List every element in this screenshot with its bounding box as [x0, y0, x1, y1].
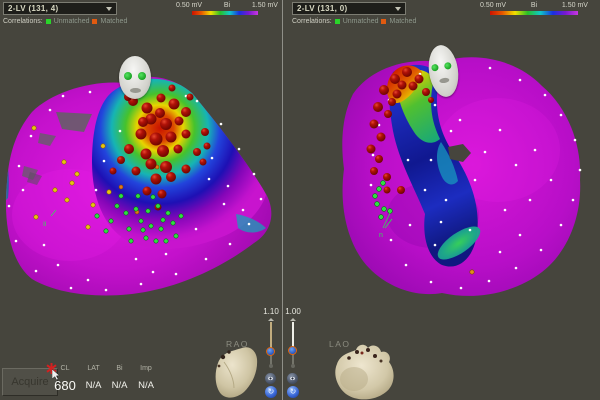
slider-track[interactable] [292, 322, 294, 366]
face-mouth [439, 77, 450, 84]
unmatched-swatch [45, 19, 51, 24]
colorbar-gradient[interactable] [490, 11, 578, 15]
panel-divider [282, 0, 283, 400]
rao-heart-model[interactable] [212, 344, 260, 400]
colorbar-gradient[interactable] [192, 11, 258, 15]
map-selector-dropdown[interactable]: 2-LV (131, 4) [3, 2, 117, 15]
rao-label: RAO [226, 339, 249, 349]
low-voltage-zone-left [92, 78, 266, 249]
colorbar-scale-label: Bi [530, 2, 538, 9]
chevron-down-icon [395, 6, 401, 11]
visibility-button[interactable] [265, 373, 276, 384]
zoom-slider-right[interactable]: 1.00 ↻ [280, 305, 306, 400]
unmatched-label: Unmatched [342, 18, 379, 25]
record-warning-icon [46, 363, 57, 374]
catheter-marker-label-left: II [43, 221, 47, 228]
lao-heart-model[interactable] [326, 341, 396, 400]
map-selector-value: 2-LV (131, 4) [8, 4, 59, 13]
col-header-cl: CL [60, 364, 70, 372]
face-eye-icon [138, 72, 146, 80]
slider-track[interactable] [270, 322, 272, 366]
unmatched-swatch [334, 19, 340, 24]
map-selector-dropdown[interactable]: 2-LV (131, 0) [292, 2, 406, 15]
ablation-lesions-right[interactable] [366, 67, 435, 194]
face-eye-icon [430, 63, 439, 72]
map-viewport-right[interactable]: n 2-LV (131, 0) Correlations: Unmatched … [283, 0, 600, 400]
cl-value: 680 [54, 377, 76, 393]
face-eye-icon [443, 61, 452, 70]
lat-value: N/A [85, 379, 102, 391]
slider-thumb[interactable] [266, 347, 275, 356]
unmatched-points-left[interactable] [94, 193, 184, 244]
matched-label: Matched [100, 18, 128, 25]
face-eye-icon [124, 72, 132, 80]
face-mouth [130, 88, 141, 93]
rotate-icon: ↻ [289, 387, 297, 396]
catheter-marker-label-right: n [379, 232, 383, 239]
eye-icon [268, 376, 273, 380]
visibility-button[interactable] [287, 373, 298, 384]
unmatched-label: Unmatched [53, 18, 90, 25]
colorbar-scale-label: Bi [223, 2, 231, 9]
unmatched-points-right[interactable] [372, 180, 393, 220]
zoom-slider-left[interactable]: 1.10 ↻ [258, 305, 284, 400]
mouse-cursor-icon [52, 369, 60, 381]
surface-points-left[interactable] [7, 84, 263, 292]
zoom-value: 1.00 [285, 307, 301, 316]
zoom-value: 1.10 [263, 307, 279, 316]
slider-thumb[interactable] [288, 346, 297, 355]
colorbar-min-label: 0.50 mV [176, 2, 203, 9]
orientation-face-icon[interactable] [119, 56, 151, 99]
chevron-down-icon [106, 6, 112, 11]
slider-up-arrow-icon[interactable] [268, 318, 274, 321]
matched-label: Matched [389, 18, 417, 25]
yellow-points-left[interactable] [31, 125, 112, 230]
acquire-button[interactable]: Acquire [2, 368, 58, 396]
rotate-icon: ↻ [267, 387, 275, 396]
colorbar-max-label: 1.50 mV [561, 2, 588, 9]
rotate-view-button[interactable]: ↻ [265, 386, 277, 398]
voltage-map-right[interactable]: n [283, 0, 600, 400]
lao-label: LAO [329, 339, 351, 349]
measurements-table: CL LAT Bi Imp 680 N/A N/A N/A [50, 362, 160, 396]
colorbar-min-label: 0.50 mV [480, 2, 507, 9]
imp-value: N/A [138, 379, 154, 391]
matched-swatch [92, 19, 98, 24]
col-header-bi: Bi [116, 364, 123, 372]
colorbar-max-label: 1.50 mV [251, 2, 278, 9]
bi-value: N/A [111, 379, 128, 391]
voltage-colorbar-left: 0.50 mV Bi 1.50 mV [176, 2, 278, 15]
eye-icon [290, 376, 295, 380]
voltage-map-left[interactable]: II [0, 0, 282, 400]
col-header-imp: Imp [140, 364, 152, 372]
map-selector-value: 2-LV (131, 0) [297, 4, 348, 13]
correlations-label: Correlations: [292, 18, 332, 25]
rotate-view-button[interactable]: ↻ [287, 386, 299, 398]
correlations-legend: Correlations: Unmatched Matched [292, 18, 416, 25]
correlations-label: Correlations: [3, 18, 43, 25]
correlations-legend: Correlations: Unmatched Matched [3, 18, 127, 25]
slider-end-dot [291, 364, 295, 368]
col-header-lat: LAT [87, 364, 100, 372]
map-viewport-left[interactable]: II 2-LV (131, 4) Correlations: Unmatched… [0, 0, 282, 400]
voltage-colorbar-right: 0.50 mV Bi 1.50 mV [480, 2, 588, 15]
slider-up-arrow-icon[interactable] [290, 318, 296, 321]
orange-points-right[interactable] [469, 269, 475, 275]
slider-end-dot [269, 364, 273, 368]
surface-hole [448, 144, 471, 162]
matched-swatch [381, 19, 387, 24]
